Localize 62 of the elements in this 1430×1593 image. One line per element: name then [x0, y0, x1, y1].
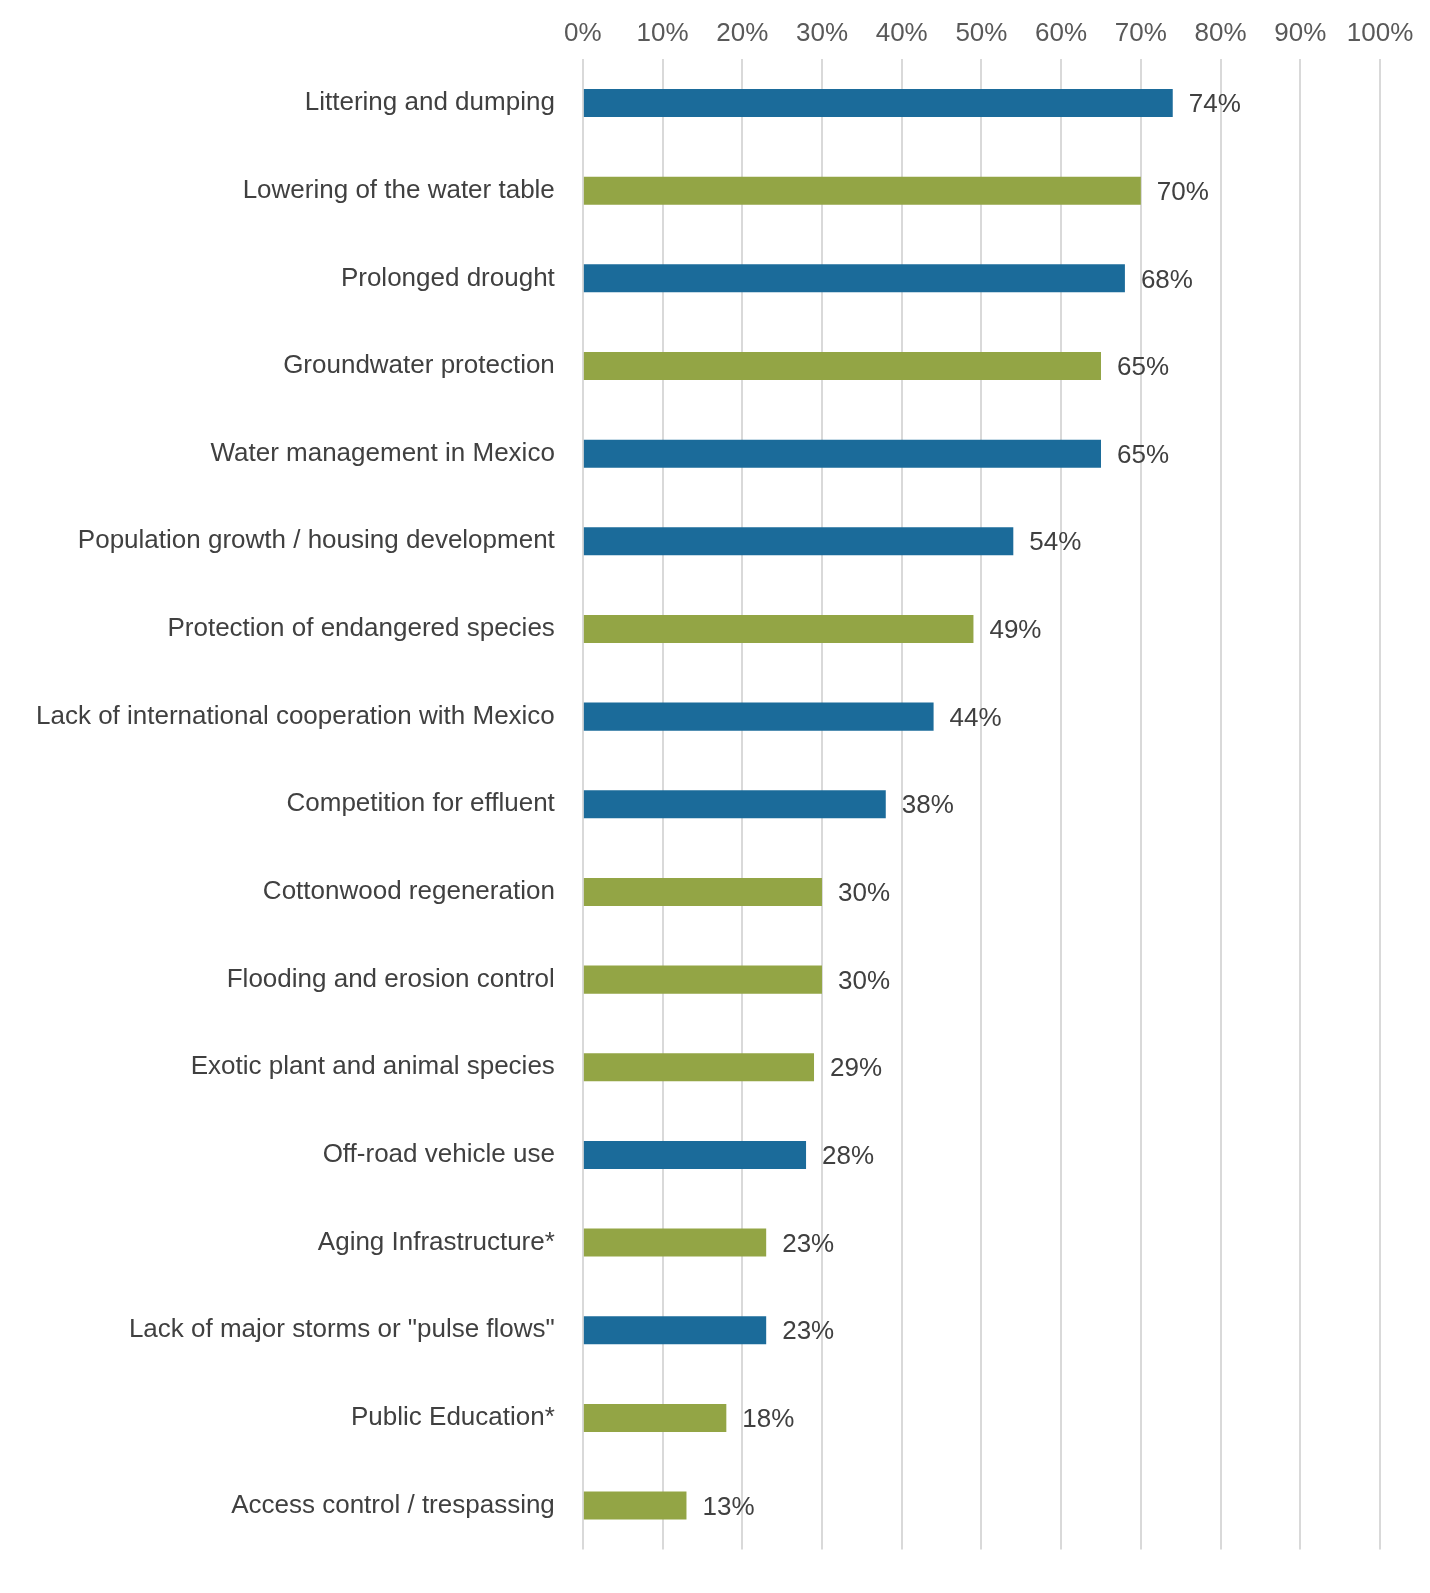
y-tick-label: Cottonwood regeneration [262, 875, 555, 906]
y-tick-label: Water management in Mexico [210, 436, 555, 467]
y-tick-label: Lowering of the water table [242, 173, 555, 204]
y-tick-label: Off-road vehicle use [322, 1138, 555, 1169]
y-tick-label: Population growth / housing development [77, 524, 556, 555]
y-tick-label: Protection of endangered species [167, 612, 555, 643]
y-tick-label: Littering and dumping [304, 86, 555, 117]
x-tick-label: 30% [795, 16, 849, 47]
x-tick-label: 80% [1194, 16, 1247, 47]
bar [583, 1228, 767, 1257]
bar [583, 264, 1125, 293]
bar [583, 702, 934, 731]
data-label: 30% [837, 877, 891, 908]
y-tick-label: Groundwater protection [283, 349, 555, 380]
y-tick-label: Public Education* [351, 1401, 555, 1432]
data-label: 65% [1117, 351, 1170, 382]
data-label: 28% [822, 1140, 875, 1171]
y-tick-label: Prolonged drought [340, 261, 556, 292]
data-label: 44% [949, 701, 1002, 732]
x-tick-label: 100% [1346, 16, 1414, 47]
data-label: 30% [837, 964, 891, 995]
y-tick-label: Lack of major storms or "pulse flows" [128, 1313, 555, 1344]
y-tick-label: Aging Infrastructure* [317, 1225, 555, 1256]
bar [583, 1491, 687, 1520]
y-tick-label: Lack of international cooperation with Mexico [35, 699, 555, 730]
bar [583, 1140, 807, 1169]
y-tick-label: Flooding and erosion control [226, 962, 555, 993]
data-label: 23% [782, 1315, 835, 1346]
bar [583, 877, 822, 906]
data-label: 29% [830, 1052, 883, 1083]
x-tick-label: 90% [1274, 16, 1327, 47]
x-tick-label: 0% [564, 16, 602, 47]
bar [583, 965, 822, 994]
x-tick-label: 20% [716, 16, 769, 47]
bar [583, 1316, 767, 1345]
x-tick-label: 70% [1114, 16, 1167, 47]
data-label: 23% [782, 1227, 835, 1258]
bar [583, 614, 974, 644]
x-tick-label: 60% [1035, 16, 1088, 47]
bar [583, 89, 1173, 118]
y-tick-label: Competition for effluent [286, 787, 556, 818]
bar [583, 439, 1101, 468]
x-tick-label: 10% [636, 16, 689, 47]
bar [583, 176, 1141, 205]
bar [583, 527, 1014, 556]
y-tick-label: Exotic plant and animal species [190, 1050, 555, 1081]
data-label: 65% [1117, 438, 1170, 469]
data-label: 38% [901, 789, 954, 820]
data-label: 49% [989, 614, 1042, 645]
data-label: 54% [1029, 526, 1082, 557]
data-label: 74% [1188, 88, 1241, 119]
data-label: 70% [1156, 175, 1209, 206]
bar [583, 1053, 815, 1082]
bar [583, 790, 886, 819]
x-tick-label: 50% [955, 16, 1008, 47]
x-tick-label: 40% [875, 16, 928, 47]
bar [583, 1403, 727, 1432]
bar [583, 351, 1101, 381]
data-label: 68% [1140, 263, 1193, 294]
data-label: 18% [742, 1403, 795, 1434]
data-label: 13% [702, 1490, 755, 1521]
y-tick-label: Access control / trespassing [231, 1488, 555, 1519]
